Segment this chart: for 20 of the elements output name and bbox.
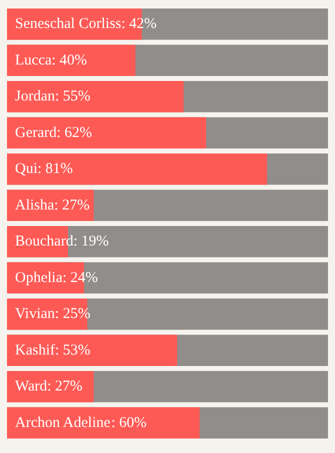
data-label: : 40% bbox=[52, 52, 88, 68]
data-label: : 19% bbox=[73, 234, 109, 250]
data-label: : 81% bbox=[38, 161, 73, 178]
data-label: : 53% bbox=[54, 342, 90, 358]
y-tick-label: Kashif bbox=[15, 342, 55, 358]
y-tick-label: Vivian bbox=[15, 306, 56, 322]
data-label: : 27% bbox=[47, 378, 83, 395]
y-tick-label: Alisha bbox=[15, 197, 55, 214]
y-tick-label: Lucca bbox=[15, 52, 52, 68]
y-tick-label: Ward bbox=[15, 378, 48, 395]
data-label: : 27% bbox=[54, 197, 90, 214]
data-label: : 60% bbox=[111, 414, 147, 431]
y-tick-label: Ophelia bbox=[15, 270, 63, 286]
y-tick-label: Gerard bbox=[15, 124, 58, 141]
y-tick-label: Qui bbox=[15, 161, 38, 178]
y-tick-label: Archon Adeline bbox=[15, 414, 111, 431]
y-tick-label: Jordan bbox=[15, 88, 56, 105]
data-label: : 62% bbox=[56, 124, 92, 141]
y-tick-label: Seneschal Corliss bbox=[15, 16, 122, 32]
data-label: : 55% bbox=[54, 88, 90, 105]
